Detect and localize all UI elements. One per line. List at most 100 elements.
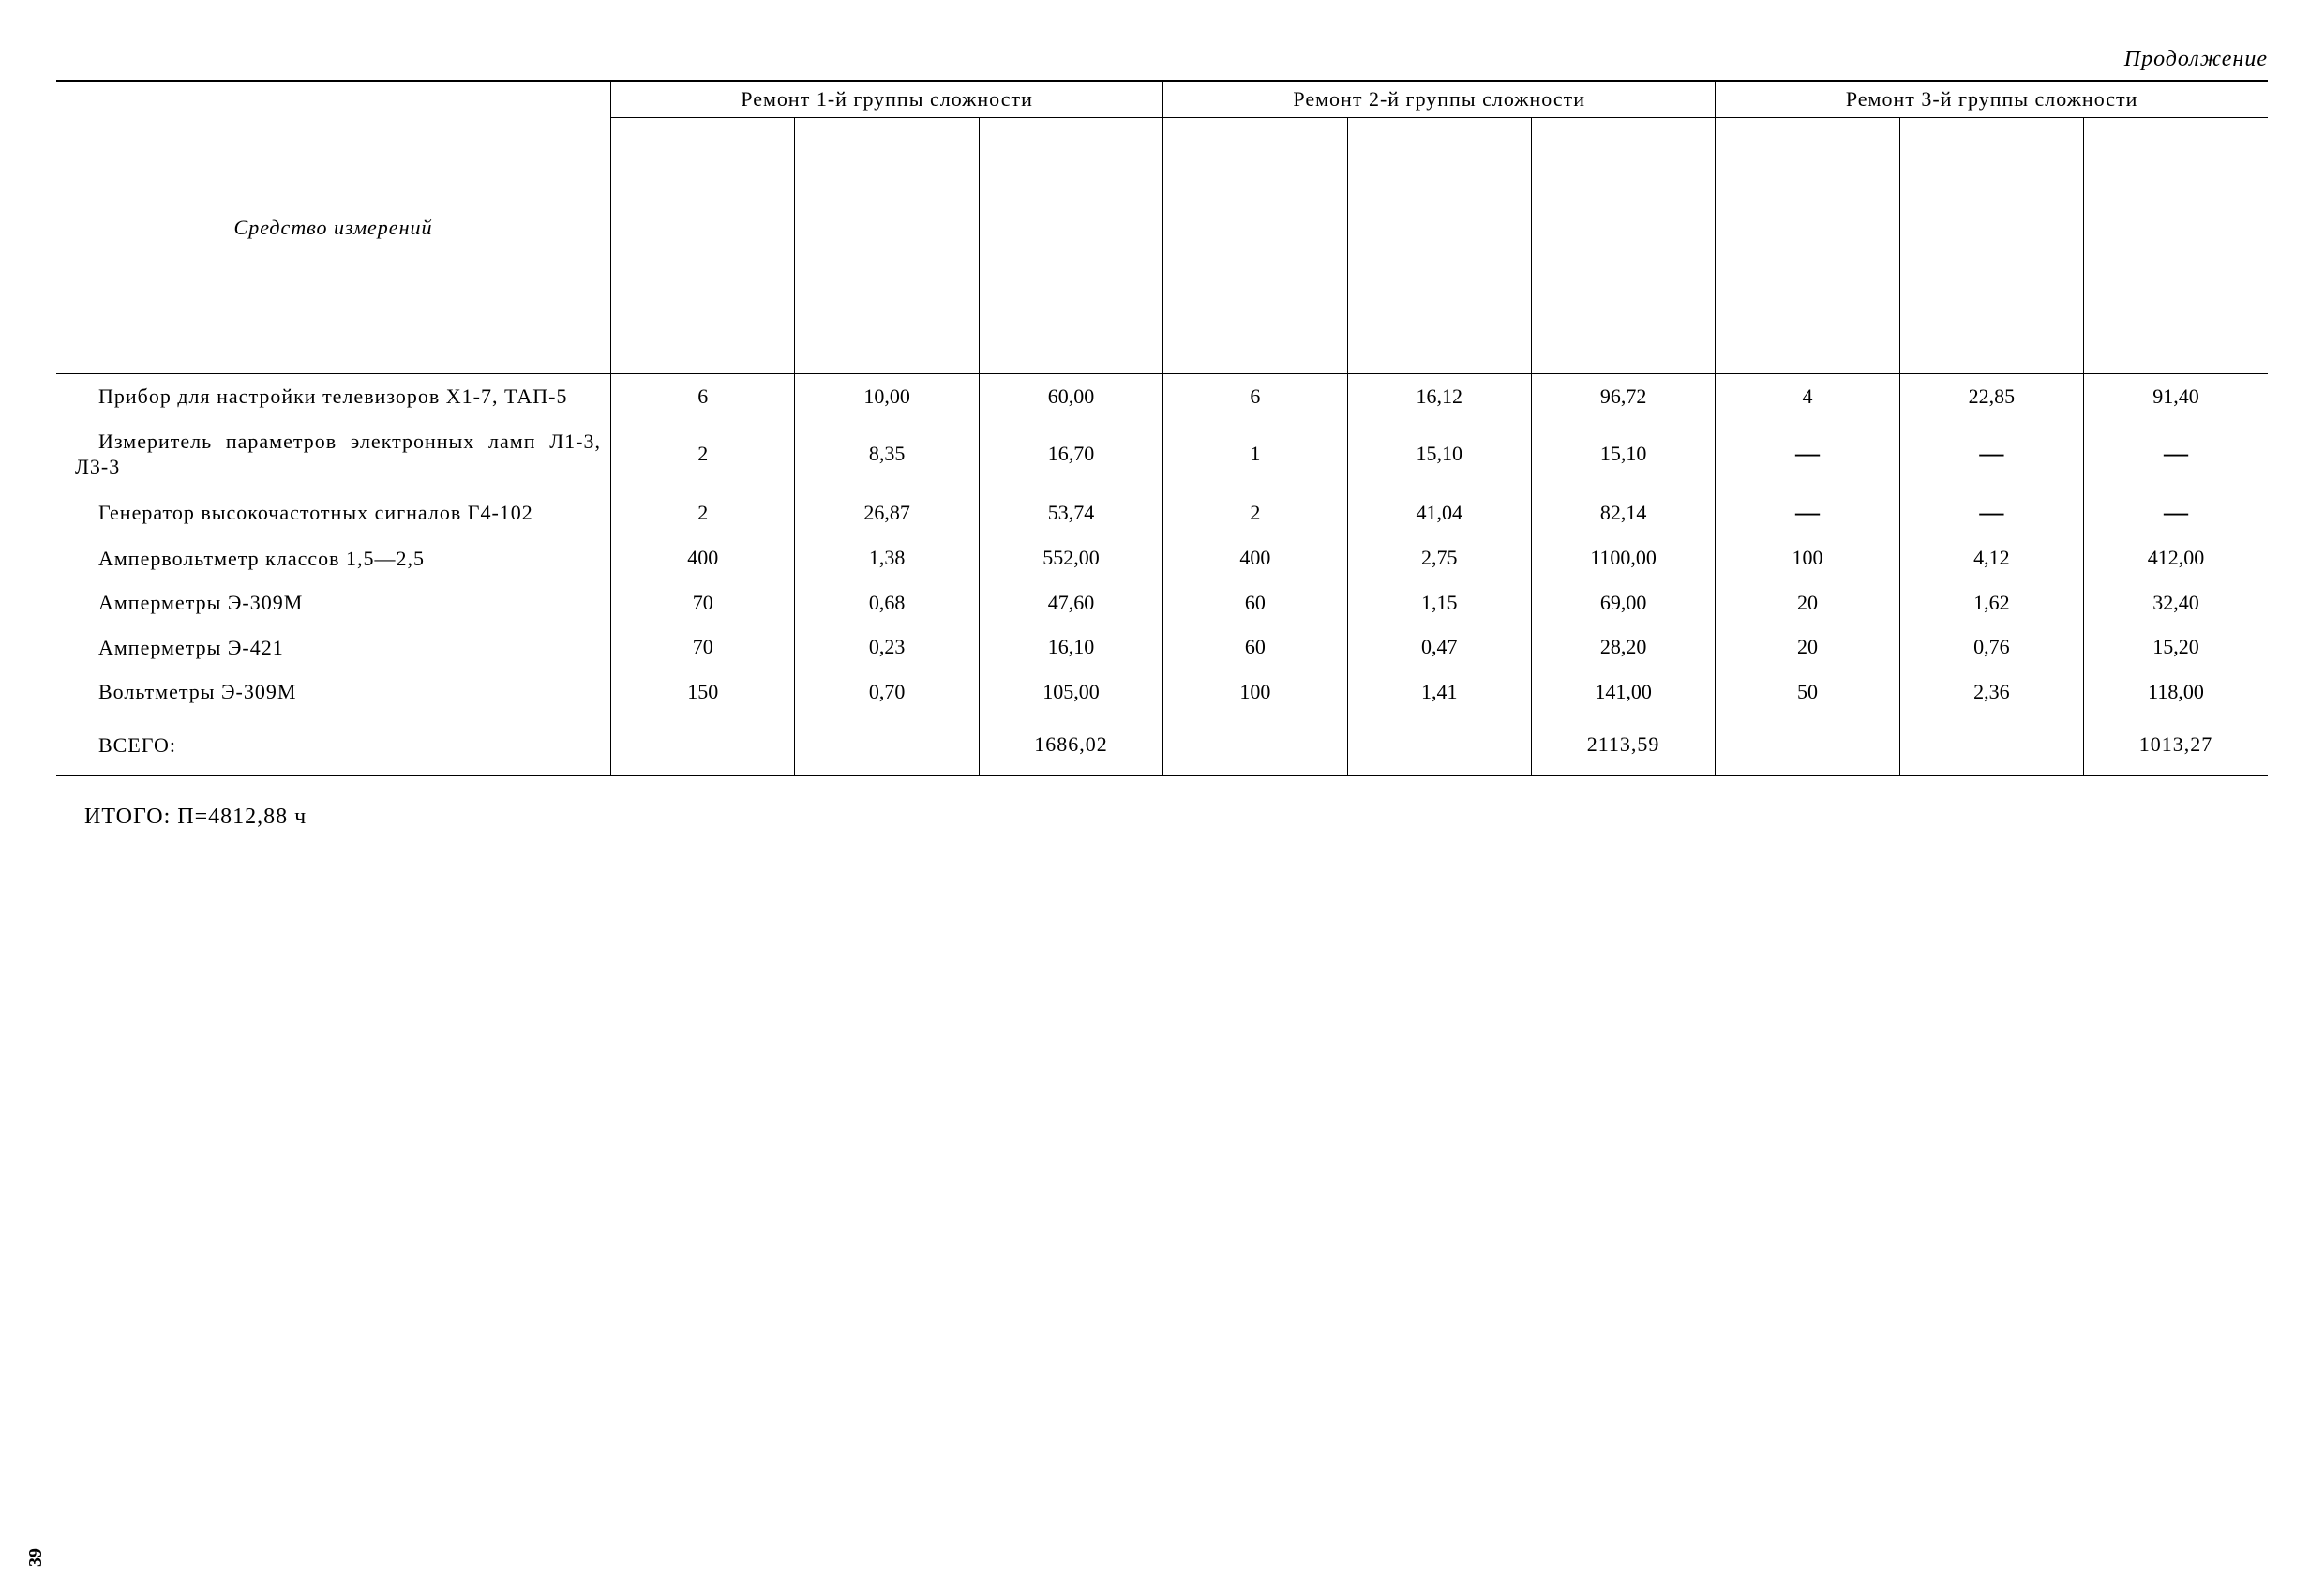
header-group-2: Ремонт 2-й группы сложности [1163,81,1716,118]
cell-value: 0,47 [1347,625,1531,670]
cell-value: — [1716,489,1899,536]
cell-value: 118,00 [2084,670,2268,715]
cell-value: 20 [1716,580,1899,625]
table-row: Ампервольтметр классов 1,5—2,54001,38552… [56,536,2268,581]
cell-value: 0,76 [1899,625,2083,670]
total-label: ВСЕГО: [56,715,611,775]
header-instrument: Средство измерений [56,81,611,374]
cell-value: 47,60 [979,580,1162,625]
continuation-label: Продолжение [56,47,2268,72]
cell-value: 4,12 [1899,536,2083,581]
cell-value: 28,20 [1531,625,1715,670]
cell-value: 70 [611,625,795,670]
cell-value: 82,14 [1531,489,1715,536]
cell-value: 20 [1716,625,1899,670]
total-g1-norm [795,715,979,775]
cell-value: — [2084,419,2268,489]
cell-desc: Ампервольтметр классов 1,5—2,5 [56,536,611,581]
cell-value: 91,40 [2084,374,2268,419]
header-g1-year [979,118,1162,374]
cell-value: — [2084,489,2268,536]
cell-value: 150 [611,670,795,715]
cell-value: 8,35 [795,419,979,489]
total-g1-qty [611,715,795,775]
cell-value: 60 [1163,625,1347,670]
cell-value: 100 [1716,536,1899,581]
cell-value: 1,62 [1899,580,2083,625]
cell-value: 60 [1163,580,1347,625]
cell-desc: Вольтметры Э-309М [56,670,611,715]
repair-norms-table: Средство измерений Ремонт 1-й группы сло… [56,80,2268,776]
cell-value: 22,85 [1899,374,2083,419]
cell-value: 552,00 [979,536,1162,581]
cell-value: 0,23 [795,625,979,670]
page-number: 39 [25,1548,47,1567]
total-g3-qty [1716,715,1899,775]
cell-value: 100 [1163,670,1347,715]
header-g3-year [2084,118,2268,374]
cell-desc: Генератор высокочастотных сигналов Г4-10… [56,489,611,536]
cell-value: 53,74 [979,489,1162,536]
table-row: Прибор для настройки телевизоров Х1-7, Т… [56,374,2268,419]
header-g3-norm [1899,118,2083,374]
header-g1-norm [795,118,979,374]
cell-value: 6 [611,374,795,419]
cell-value: 41,04 [1347,489,1531,536]
cell-value: 15,10 [1531,419,1715,489]
header-g3-qty [1716,118,1899,374]
cell-value: 96,72 [1531,374,1715,419]
cell-value: 1,15 [1347,580,1531,625]
header-group-3: Ремонт 3-й группы сложности [1716,81,2268,118]
cell-value: 2 [1163,489,1347,536]
cell-value: 0,68 [795,580,979,625]
cell-value: 412,00 [2084,536,2268,581]
table-row: Амперметры Э-309М700,6847,60601,1569,002… [56,580,2268,625]
cell-value: 16,12 [1347,374,1531,419]
table-row: Измеритель параметров электронных ламп Л… [56,419,2268,489]
cell-value: 1,38 [795,536,979,581]
cell-value: 32,40 [2084,580,2268,625]
cell-value: 1,41 [1347,670,1531,715]
cell-value: 15,10 [1347,419,1531,489]
cell-value: 2 [611,489,795,536]
cell-value: 69,00 [1531,580,1715,625]
cell-value: 26,87 [795,489,979,536]
cell-desc: Прибор для настройки телевизоров Х1-7, Т… [56,374,611,419]
cell-value: 6 [1163,374,1347,419]
cell-value: 15,20 [2084,625,2268,670]
cell-value: 2,75 [1347,536,1531,581]
total-g2-qty [1163,715,1347,775]
footer-total: ИТОГО: П=4812,88 ч [56,805,2268,830]
cell-value: 1 [1163,419,1347,489]
cell-value: 105,00 [979,670,1162,715]
cell-value: — [1716,419,1899,489]
total-g3-norm [1899,715,2083,775]
cell-value: 50 [1716,670,1899,715]
cell-value: 2 [611,419,795,489]
cell-value: 400 [1163,536,1347,581]
cell-value: 2,36 [1899,670,2083,715]
cell-value: 4 [1716,374,1899,419]
cell-value: — [1899,489,2083,536]
header-g2-norm [1347,118,1531,374]
header-g2-year [1531,118,1715,374]
cell-value: 141,00 [1531,670,1715,715]
cell-value: 0,70 [795,670,979,715]
total-g2-year: 2113,59 [1531,715,1715,775]
cell-desc: Измеритель параметров электронных ламп Л… [56,419,611,489]
table-row: Амперметры Э-421700,2316,10600,4728,2020… [56,625,2268,670]
header-g2-qty [1163,118,1347,374]
cell-value: 1100,00 [1531,536,1715,581]
cell-desc: Амперметры Э-421 [56,625,611,670]
cell-value: 400 [611,536,795,581]
total-g3-year: 1013,27 [2084,715,2268,775]
cell-value: 10,00 [795,374,979,419]
cell-value: 70 [611,580,795,625]
cell-value: 16,10 [979,625,1162,670]
table-row: Генератор высокочастотных сигналов Г4-10… [56,489,2268,536]
table-row: Вольтметры Э-309М1500,70105,001001,41141… [56,670,2268,715]
cell-value: 16,70 [979,419,1162,489]
cell-desc: Амперметры Э-309М [56,580,611,625]
header-g1-qty [611,118,795,374]
cell-value: — [1899,419,2083,489]
